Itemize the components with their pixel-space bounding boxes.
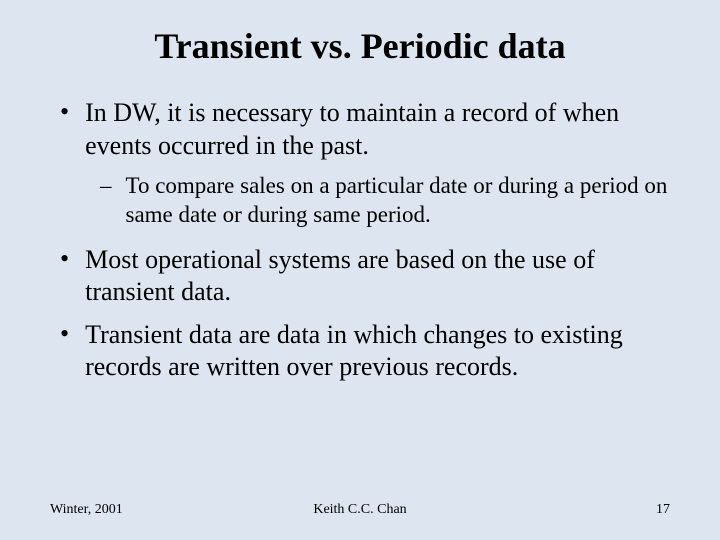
bullet-text: Most operational systems are based on th…	[85, 244, 670, 309]
slide-content: • In DW, it is necessary to maintain a r…	[50, 97, 670, 384]
bullet-marker-icon: •	[60, 97, 69, 162]
slide-title: Transient vs. Periodic data	[50, 25, 670, 67]
bullet-text: Transient data are data in which changes…	[85, 319, 670, 384]
bullet-text: In DW, it is necessary to maintain a rec…	[85, 97, 670, 162]
sub-bullet-text: To compare sales on a particular date or…	[126, 172, 671, 230]
bullet-item: • In DW, it is necessary to maintain a r…	[60, 97, 670, 162]
footer-date: Winter, 2001	[50, 502, 123, 518]
slide-footer: Winter, 2001 Keith C.C. Chan 17	[50, 502, 670, 518]
bullet-item: • Most operational systems are based on …	[60, 244, 670, 309]
bullet-item: • Transient data are data in which chang…	[60, 319, 670, 384]
sub-bullet-item: – To compare sales on a particular date …	[100, 172, 670, 230]
footer-page-number: 17	[656, 502, 670, 518]
footer-author: Keith C.C. Chan	[313, 502, 406, 518]
slide: Transient vs. Periodic data • In DW, it …	[0, 0, 720, 540]
bullet-marker-icon: •	[60, 244, 69, 309]
sub-bullet-marker-icon: –	[100, 172, 112, 230]
bullet-marker-icon: •	[60, 319, 69, 384]
